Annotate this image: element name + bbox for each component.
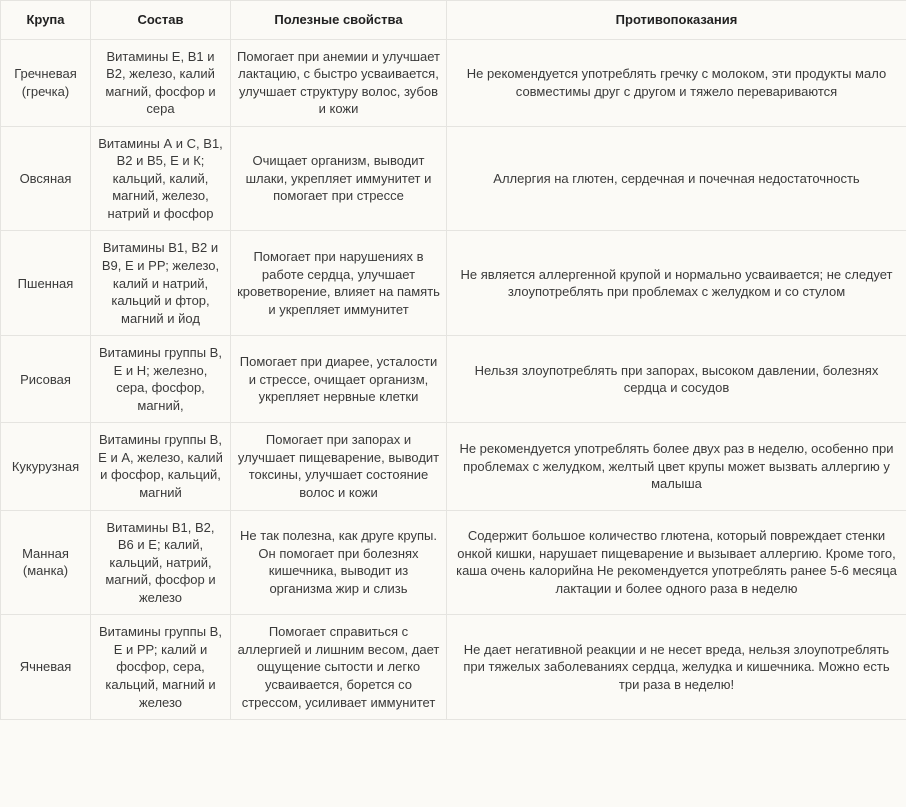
cell-benefits: Помогает при анемии и улучшает лактацию,… — [231, 39, 447, 126]
col-header: Противопоказания — [447, 1, 906, 40]
col-header: Крупа — [1, 1, 91, 40]
cell-name: Гречневая (гречка) — [1, 39, 91, 126]
cell-benefits: Не так полезна, как друге крупы. Он помо… — [231, 510, 447, 615]
table-row: Ячневая Витамины группы В, Е и РР; калий… — [1, 615, 906, 720]
cell-name: Овсяная — [1, 126, 91, 231]
cell-benefits: Очищает организм, выводит шлаки, укрепля… — [231, 126, 447, 231]
cell-contra: Не рекомендуется употреблять более двух … — [447, 423, 906, 510]
col-header: Состав — [91, 1, 231, 40]
cell-composition: Витамины В1, В2 и В9, Е и РР; железо, ка… — [91, 231, 231, 336]
cell-contra: Не является аллергенной крупой и нормаль… — [447, 231, 906, 336]
cell-contra: Содержит большое количество глютена, кот… — [447, 510, 906, 615]
cell-composition: Витамины В1, В2, В6 и Е; калий, кальций,… — [91, 510, 231, 615]
cell-contra: Не дает негативной реакции и не несет вр… — [447, 615, 906, 720]
cell-name: Кукурузная — [1, 423, 91, 510]
cell-contra: Аллергия на глютен, сердечная и почечная… — [447, 126, 906, 231]
table-row: Пшенная Витамины В1, В2 и В9, Е и РР; же… — [1, 231, 906, 336]
table-row: Рисовая Витамины группы В, Е и Н; железн… — [1, 336, 906, 423]
cell-composition: Витамины А и С, В1, В2 и В5, Е и К; каль… — [91, 126, 231, 231]
cell-composition: Витамины группы В, Е и А, железо, калий … — [91, 423, 231, 510]
cell-composition: Витамины Е, В1 и В2, железо, калий магни… — [91, 39, 231, 126]
table-row: Кукурузная Витамины группы В, Е и А, жел… — [1, 423, 906, 510]
cell-name: Рисовая — [1, 336, 91, 423]
cell-name: Пшенная — [1, 231, 91, 336]
grain-table: Крупа Состав Полезные свойства Противопо… — [0, 0, 906, 720]
cell-benefits: Помогает при запорах и улучшает пищеваре… — [231, 423, 447, 510]
cell-composition: Витамины группы В, Е и РР; калий и фосфо… — [91, 615, 231, 720]
cell-composition: Витамины группы В, Е и Н; железно, сера,… — [91, 336, 231, 423]
cell-name: Ячневая — [1, 615, 91, 720]
cell-benefits: Помогает при диарее, усталости и стрессе… — [231, 336, 447, 423]
col-header: Полезные свойства — [231, 1, 447, 40]
cell-benefits: Помогает справиться с аллергией и лишним… — [231, 615, 447, 720]
cell-name: Манная (манка) — [1, 510, 91, 615]
table-row: Гречневая (гречка) Витамины Е, В1 и В2, … — [1, 39, 906, 126]
cell-benefits: Помогает при нарушениях в работе сердца,… — [231, 231, 447, 336]
cell-contra: Нельзя злоупотреблять при запорах, высок… — [447, 336, 906, 423]
table-row: Овсяная Витамины А и С, В1, В2 и В5, Е и… — [1, 126, 906, 231]
cell-contra: Не рекомендуется употреблять гречку с мо… — [447, 39, 906, 126]
header-row: Крупа Состав Полезные свойства Противопо… — [1, 1, 906, 40]
table-row: Манная (манка) Витамины В1, В2, В6 и Е; … — [1, 510, 906, 615]
